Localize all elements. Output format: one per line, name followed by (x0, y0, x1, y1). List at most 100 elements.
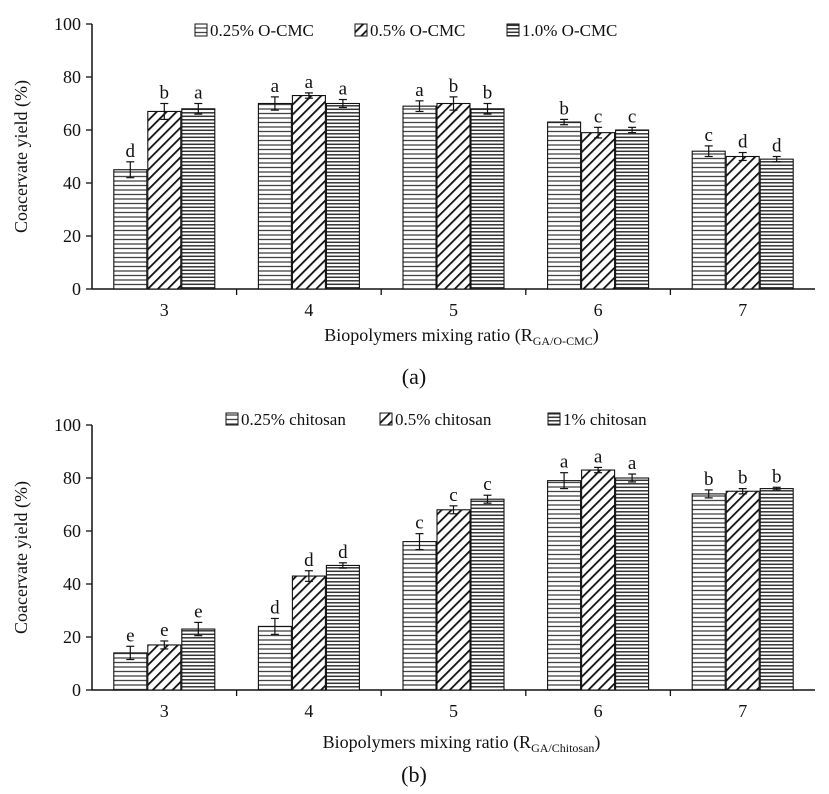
legend-label: 0.5% O-CMC (370, 21, 465, 40)
bar (470, 108, 505, 290)
panel-label: (a) (402, 364, 426, 389)
y-tick-label: 60 (63, 120, 81, 140)
significance-label: b (160, 83, 170, 104)
chart-panel-a: 0 20 40 60 80 100 3 4 5 6 7 d a a b c b a b c d a a b c d 0.25% O-… (11, 14, 815, 389)
bar (615, 477, 650, 691)
significance-label: a (339, 79, 348, 100)
significance-label: a (194, 83, 203, 104)
x-tick-label: 3 (160, 300, 169, 320)
significance-label: b (772, 466, 782, 487)
legend-label: 1.0% O-CMC (522, 21, 617, 40)
significance-label: e (160, 620, 168, 641)
bar (181, 628, 216, 691)
y-tick-label: 20 (63, 627, 81, 647)
significance-label: b (483, 83, 493, 104)
legend-label: 0.25% O-CMC (210, 21, 314, 40)
bar (325, 102, 360, 290)
legend-swatch (194, 23, 208, 37)
bar (581, 469, 616, 691)
y-tick-label: 20 (63, 226, 81, 246)
bar (113, 169, 148, 290)
legend-swatch (547, 412, 561, 426)
chart-panel-b: 0 20 40 60 80 100 3 4 5 6 7 e d c a b e d c a b e d c a b 0.25% ch… (11, 410, 815, 787)
bar (436, 509, 471, 691)
bar (402, 105, 437, 290)
legend-label: 0.25% chitosan (241, 410, 346, 429)
bar (291, 95, 326, 290)
y-tick-label: 100 (54, 415, 81, 435)
significance-label: a (271, 76, 280, 97)
bar (547, 480, 582, 691)
significance-label: c (483, 474, 491, 495)
bar (759, 488, 794, 691)
bar (615, 129, 650, 290)
legend-swatch (379, 412, 393, 426)
significance-label: a (594, 446, 603, 467)
y-tick-label: 0 (72, 279, 81, 299)
significance-label: c (415, 513, 423, 534)
significance-label: c (628, 106, 636, 127)
bar (725, 155, 760, 290)
x-axis-title: Biopolymers mixing ratio (RGA/Chitosan) (323, 732, 601, 755)
x-tick-label: 6 (594, 300, 603, 320)
y-tick-label: 40 (63, 173, 81, 193)
significance-label: d (126, 141, 136, 162)
bar (725, 490, 760, 691)
x-tick-label: 4 (304, 300, 313, 320)
bar (547, 121, 582, 290)
bar (691, 493, 726, 691)
significance-label: b (449, 76, 459, 97)
significance-label: b (559, 98, 569, 119)
significance-label: a (560, 452, 569, 473)
y-axis-title: Coacervate yield (%) (11, 80, 32, 233)
y-tick-label: 80 (63, 67, 81, 87)
bar (291, 575, 326, 691)
x-tick-label: 7 (738, 701, 747, 721)
significance-label: b (738, 468, 748, 489)
bar (436, 102, 471, 290)
y-tick-label: 80 (63, 468, 81, 488)
bar (581, 132, 616, 290)
legend-swatch (225, 412, 239, 426)
significance-label: d (304, 550, 314, 571)
significance-label: d (338, 542, 348, 563)
significance-label: a (415, 80, 424, 101)
panel-label: (b) (401, 762, 427, 787)
bar (147, 110, 182, 290)
bar (402, 541, 437, 691)
x-tick-label: 6 (594, 701, 603, 721)
x-tick-label: 5 (449, 300, 458, 320)
x-tick-label: 7 (738, 300, 747, 320)
bar (759, 158, 794, 290)
bar (325, 564, 360, 691)
bar (470, 498, 505, 691)
bar (691, 150, 726, 290)
significance-label: c (594, 106, 602, 127)
legend-label: 0.5% chitosan (395, 410, 492, 429)
x-tick-label: 3 (160, 701, 169, 721)
significance-label: d (738, 132, 748, 153)
significance-label: d (772, 136, 782, 157)
bar (257, 102, 292, 290)
significance-label: e (194, 601, 202, 622)
bar (257, 625, 292, 691)
significance-label: a (305, 72, 314, 93)
significance-label: d (270, 597, 280, 618)
significance-label: e (126, 625, 134, 646)
x-tick-label: 5 (449, 701, 458, 721)
bar (147, 644, 182, 691)
y-axis-title: Coacervate yield (%) (11, 481, 32, 634)
bar (181, 108, 216, 290)
y-tick-label: 100 (54, 14, 81, 34)
significance-label: c (704, 125, 712, 146)
y-tick-label: 60 (63, 521, 81, 541)
significance-label: b (704, 469, 714, 490)
significance-label: c (449, 485, 457, 506)
legend-swatch (354, 23, 368, 37)
y-tick-label: 0 (72, 680, 81, 700)
significance-label: a (628, 453, 637, 474)
y-tick-label: 40 (63, 574, 81, 594)
x-axis-title: Biopolymers mixing ratio (RGA/O-CMC) (324, 325, 599, 348)
legend-label: 1% chitosan (563, 410, 647, 429)
